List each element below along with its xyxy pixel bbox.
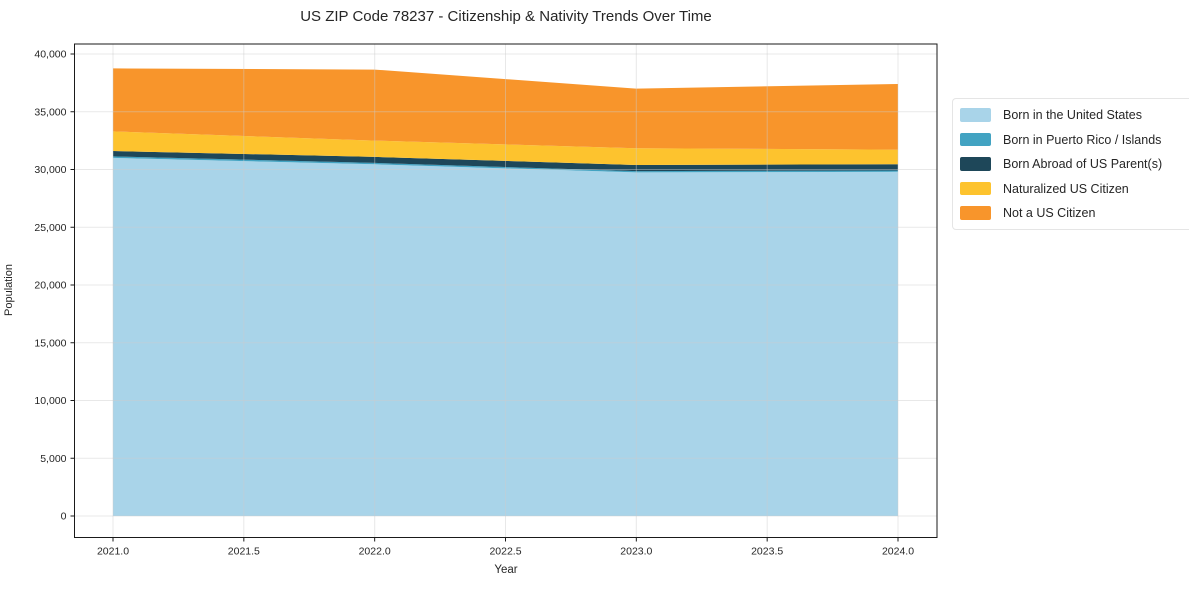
- legend-label: Not a US Citizen: [1003, 206, 1096, 220]
- y-axis-label: Population: [3, 264, 15, 316]
- legend-item-2: Born Abroad of US Parent(s): [960, 157, 1186, 171]
- legend-item-3: Naturalized US Citizen: [960, 182, 1186, 196]
- legend-item-1: Born in Puerto Rico / Islands: [960, 133, 1186, 147]
- x-tick-label: 2021.0: [97, 546, 129, 558]
- x-tick-label: 2022.0: [359, 546, 391, 558]
- area-series-1: [113, 156, 898, 173]
- area-series-4: [113, 68, 898, 150]
- x-tick-label: 2022.5: [489, 546, 521, 558]
- y-tick-label: 10,000: [34, 395, 66, 407]
- y-tick-label: 40,000: [34, 49, 66, 61]
- area-series-0: [113, 157, 898, 516]
- y-tick-label: 15,000: [34, 337, 66, 349]
- legend-swatch: [960, 132, 991, 147]
- x-tick-label: 2023.5: [751, 546, 783, 558]
- legend-swatch: [960, 181, 991, 196]
- legend-label: Born in Puerto Rico / Islands: [1003, 132, 1162, 147]
- chart-title: US ZIP Code 78237 - Citizenship & Nativi…: [300, 8, 712, 25]
- area-series-2: [113, 151, 898, 172]
- y-tick-label: 5,000: [40, 453, 66, 465]
- y-tick-label: 20,000: [34, 280, 66, 292]
- y-tick-label: 0: [61, 511, 67, 523]
- legend-label: Born Abroad of US Parent(s): [1003, 157, 1163, 171]
- x-tick-label: 2021.5: [228, 546, 260, 558]
- y-tick-label: 30,000: [34, 164, 66, 176]
- y-tick-label: 35,000: [34, 106, 66, 118]
- legend: Born in the United States Born in Puerto …: [952, 98, 1189, 230]
- x-tick-label: 2024.0: [882, 546, 914, 558]
- x-axis-label: Year: [494, 564, 518, 576]
- legend-label: Born in the United States: [1003, 108, 1142, 122]
- legend-item-0: Born in the United States: [960, 108, 1186, 122]
- legend-swatch: [960, 157, 991, 171]
- legend-item-4: Not a US Citizen: [960, 206, 1186, 220]
- legend-swatch: [960, 108, 991, 122]
- legend-swatch: [960, 206, 991, 220]
- area-series-3: [113, 131, 898, 165]
- x-tick-label: 2023.0: [620, 546, 652, 558]
- legend-label: Naturalized US Citizen: [1003, 181, 1129, 196]
- y-tick-label: 25,000: [34, 222, 66, 234]
